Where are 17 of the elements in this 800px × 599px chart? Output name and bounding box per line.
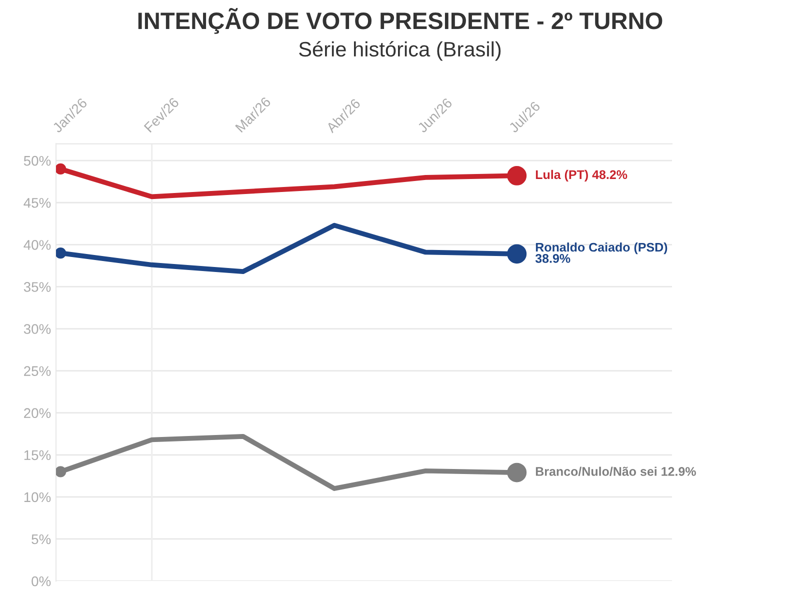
chart-subtitle: Série histórica (Brasil) <box>299 41 501 61</box>
y-tick-label: 0% <box>32 576 51 586</box>
series-label: Ronaldo Caiado (PSD) <box>536 242 668 254</box>
y-tick-label: 5% <box>32 534 51 544</box>
y-tick-label: 45% <box>24 198 51 208</box>
y-tick-label: 40% <box>24 240 51 250</box>
text: Branco/Nulo/Não sei 12.9% <box>536 466 696 476</box>
y-tick-label: 50% <box>24 156 51 166</box>
y-tick-label: 20% <box>24 408 51 418</box>
data-label: 38.9% <box>535 254 570 263</box>
y-tick-label: 35% <box>24 282 51 292</box>
chart-title: INTENÇÃO DE VOTO PRESIDENTE - 2º TURNO <box>138 8 662 34</box>
y-tick-label: 30% <box>24 324 51 334</box>
y-tick-label: 25% <box>24 366 51 376</box>
text: Lula (PT) 48.2% <box>536 170 628 182</box>
y-tick-label: 10% <box>24 492 51 502</box>
y-tick-label: 15% <box>24 450 51 460</box>
